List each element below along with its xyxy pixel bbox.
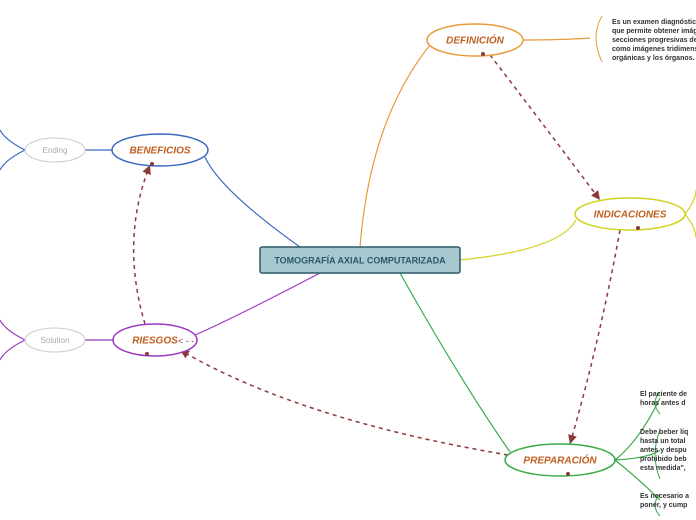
prep-line: hasta un total — [640, 438, 686, 445]
prep-line: poner, y cump — [640, 502, 687, 509]
connector — [195, 273, 320, 335]
flow-arrow — [134, 165, 150, 324]
subnode-label-riesgos: Solution — [41, 336, 70, 345]
connector — [0, 150, 25, 170]
node-label-preparacion: PREPARACIÓN — [523, 454, 597, 467]
desc-line: secciones progresivas de l — [612, 37, 696, 44]
subnode-label-beneficios: Ending — [43, 146, 68, 155]
node-label-definicion: DEFINICIÓN — [446, 34, 505, 47]
connector — [400, 273, 510, 452]
prep-line: prohibido beb — [640, 456, 687, 463]
node-dot — [481, 52, 485, 56]
center-label: TOMOGRAFÍA AXIAL COMPUTARIZADA — [274, 255, 446, 265]
prep-line: Es necesario a — [640, 493, 689, 500]
prep-line: Debe beber líq — [640, 429, 688, 436]
connector — [522, 38, 590, 40]
connector — [0, 320, 25, 340]
connector — [205, 157, 300, 247]
desc-line: orgánicas y los órganos. — [612, 55, 695, 62]
connector — [685, 190, 696, 214]
connector — [360, 45, 430, 247]
desc-line: que permite obtener imág — [612, 28, 696, 35]
connector — [685, 214, 696, 238]
prep-line: esta medida", — [640, 465, 686, 472]
node-dot — [566, 472, 570, 476]
prep-line: El paciente de — [640, 391, 687, 398]
desc-frame — [596, 16, 602, 62]
desc-line: Es un examen diagnóstico — [612, 19, 696, 26]
riesgos-arrow-tail: < - - — [178, 336, 194, 346]
node-dot — [150, 162, 154, 166]
node-label-indicaciones: INDICACIONES — [594, 210, 667, 221]
connector — [0, 130, 25, 150]
desc-line: como imágenes tridimensi — [612, 46, 696, 53]
flow-arrow — [570, 230, 620, 444]
node-dot — [145, 352, 149, 356]
node-dot — [636, 226, 640, 230]
flow-arrow — [490, 55, 600, 200]
prep-line: horas antes d — [640, 400, 686, 407]
connector — [460, 220, 576, 260]
prep-line: antes y despu — [640, 447, 687, 454]
flow-arrow — [180, 350, 508, 455]
connector — [0, 340, 25, 360]
node-label-riesgos: RIESGOS — [132, 336, 178, 347]
node-label-beneficios: BENEFICIOS — [129, 146, 190, 157]
